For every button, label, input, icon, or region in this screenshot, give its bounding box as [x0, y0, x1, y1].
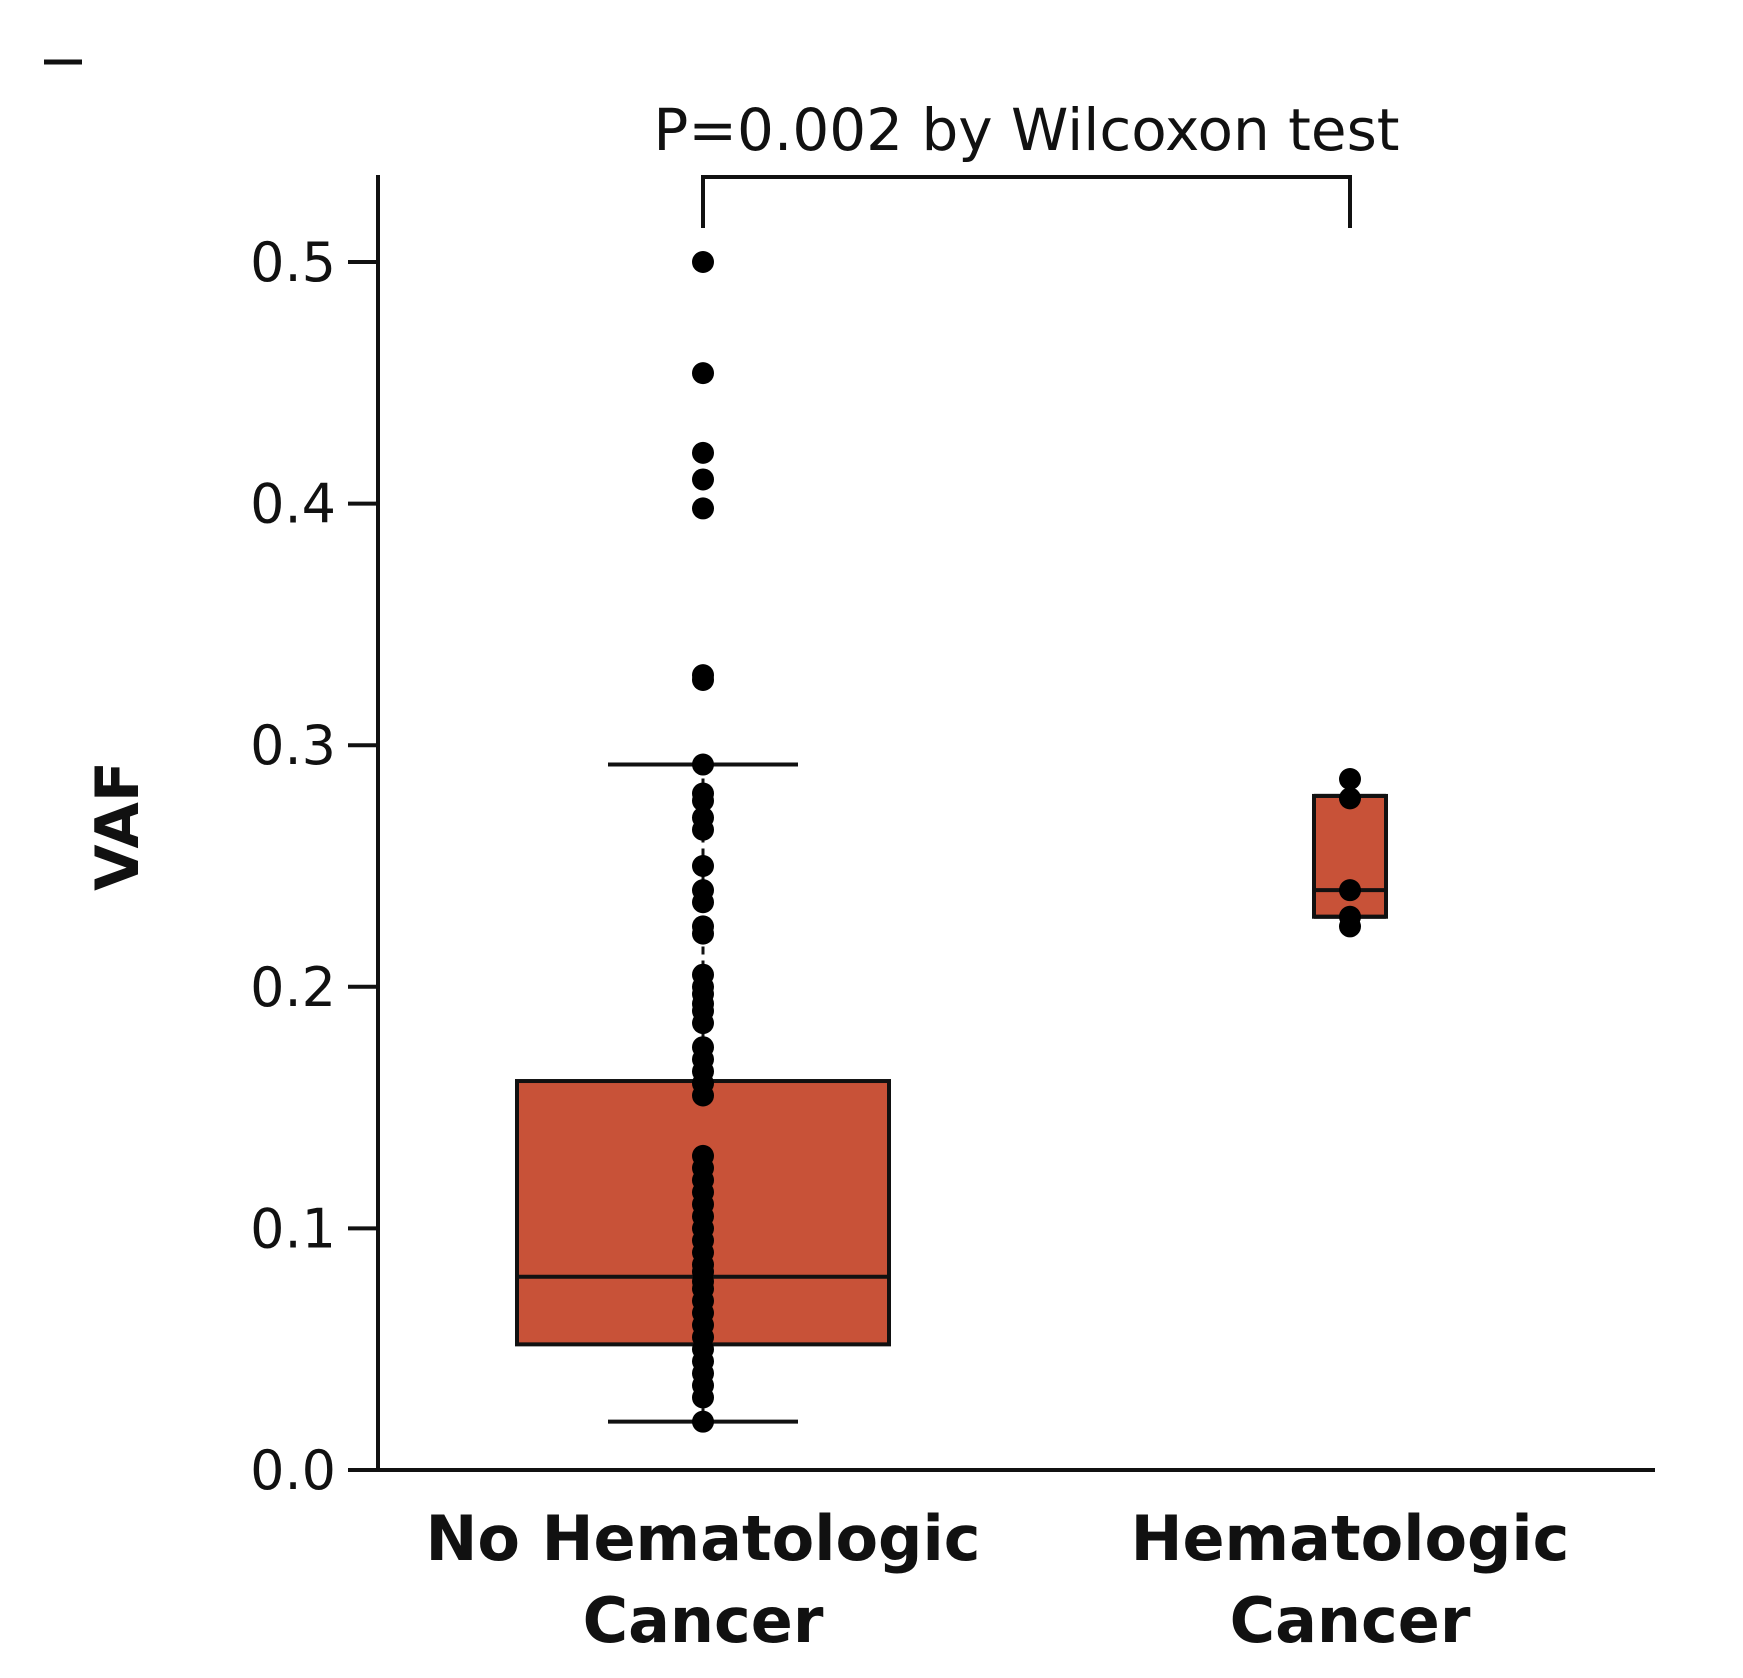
data-points	[692, 251, 1361, 1433]
data-point	[692, 1012, 714, 1035]
data-point	[692, 922, 714, 945]
data-point	[692, 1084, 714, 1107]
data-point	[692, 362, 714, 385]
y-tick-label: 0.1	[250, 1197, 336, 1260]
data-point	[1339, 879, 1361, 902]
y-tick-label: 0.3	[250, 714, 336, 777]
data-point	[692, 818, 714, 841]
data-point	[692, 891, 714, 914]
data-point	[692, 789, 714, 812]
axes	[348, 175, 1655, 1472]
data-point	[692, 855, 714, 877]
category-label: Hematologic	[1131, 1502, 1570, 1575]
data-point	[692, 668, 714, 691]
data-point	[692, 753, 714, 776]
category-label: Cancer	[583, 1584, 824, 1657]
category-label: Cancer	[1230, 1584, 1471, 1657]
data-point	[1339, 915, 1361, 938]
data-point	[1339, 787, 1361, 810]
data-point	[692, 468, 714, 491]
boxes	[515, 175, 1388, 1424]
y-tick-label: 0.5	[250, 231, 336, 294]
data-point	[692, 251, 714, 273]
p-value-annotation: P=0.002 by Wilcoxon test	[653, 96, 1399, 164]
significance-bracket	[701, 175, 1352, 228]
data-point	[692, 1386, 714, 1409]
data-point	[1339, 768, 1361, 791]
y-tick-label: 0.2	[250, 956, 336, 1019]
data-point	[692, 1410, 714, 1433]
category-label: No Hematologic	[426, 1502, 981, 1575]
y-tick-label: 0.0	[250, 1439, 336, 1502]
y-tick-label: 0.4	[250, 473, 336, 536]
labels: 0.0 0.1 0.2 0.3 0.4 0.5 VAF No Hematologic Cance…	[83, 96, 1569, 1657]
data-point	[692, 497, 714, 520]
y-axis-title: VAF	[83, 761, 153, 891]
data-point	[692, 441, 714, 464]
